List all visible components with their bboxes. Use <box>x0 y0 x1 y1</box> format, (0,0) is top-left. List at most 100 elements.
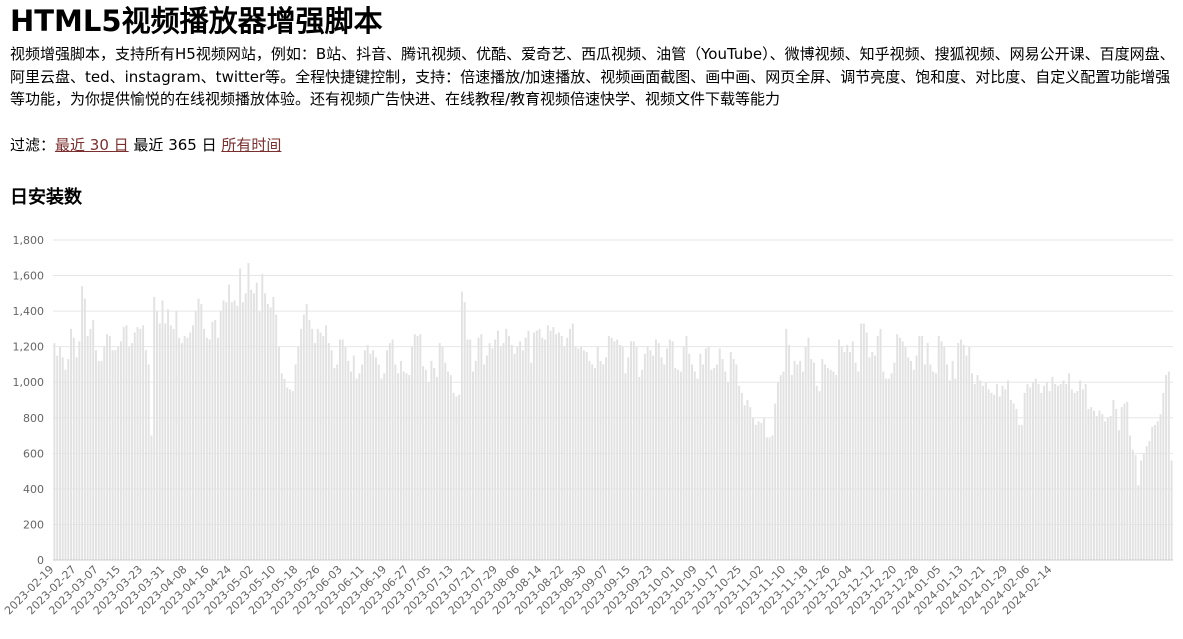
install-bar <box>180 343 183 560</box>
install-bar <box>344 346 347 560</box>
install-bar <box>1126 401 1129 560</box>
install-bar <box>314 343 316 560</box>
install-bar <box>169 325 172 560</box>
install-bar <box>172 328 175 560</box>
install-bar <box>533 332 535 560</box>
install-bar <box>369 353 372 560</box>
install-bar <box>793 360 796 560</box>
install-bar <box>605 357 608 560</box>
install-bar <box>743 405 746 560</box>
install-bar <box>951 360 954 560</box>
install-bar <box>253 293 255 560</box>
install-bar <box>480 334 483 560</box>
install-bar <box>142 325 145 560</box>
install-bar <box>1156 421 1159 560</box>
install-bar <box>244 293 247 560</box>
install-bar <box>64 369 67 560</box>
install-bar <box>538 328 541 560</box>
install-bar <box>987 389 990 560</box>
install-bar <box>338 339 341 560</box>
install-bar <box>1023 392 1026 560</box>
install-bar <box>788 344 791 560</box>
install-bar <box>380 378 383 560</box>
install-bar <box>896 334 899 560</box>
install-bar <box>790 375 793 560</box>
y-tick-label: 1,800 <box>13 234 45 247</box>
install-bar <box>799 360 802 560</box>
filter-all-time-link[interactable]: 所有时间 <box>221 136 282 154</box>
install-bar <box>552 327 555 560</box>
install-bar <box>53 343 56 560</box>
install-bar <box>302 314 305 560</box>
install-bar <box>411 346 413 560</box>
install-bar <box>136 327 139 560</box>
install-bar <box>189 332 192 560</box>
install-bar <box>261 273 264 560</box>
install-bar <box>455 396 458 560</box>
time-filter: 过滤：最近 30 日 最近 365 日 所有时间 <box>10 134 281 156</box>
install-bar <box>424 369 427 560</box>
install-bar <box>122 327 125 560</box>
install-bar <box>907 357 910 560</box>
install-bar <box>216 337 219 560</box>
filter-label: 过滤： <box>10 136 56 154</box>
install-bar <box>100 360 103 560</box>
install-bar <box>316 328 319 560</box>
script-description: 视频增强脚本，支持所有H5视频网站，例如：B站、抖音、腾讯视频、优酷、爱奇艺、西… <box>10 45 1175 108</box>
install-bar <box>70 328 72 560</box>
install-bar <box>876 336 879 560</box>
install-bar <box>943 346 946 560</box>
install-bar <box>214 320 217 560</box>
install-bar <box>399 360 402 560</box>
y-tick-label: 800 <box>23 412 44 425</box>
filter-last-365-days-current: 最近 365 日 <box>133 136 217 154</box>
install-bar <box>97 360 100 560</box>
install-bar <box>846 344 849 560</box>
install-bar <box>519 341 522 560</box>
install-bar <box>965 355 968 560</box>
install-bar <box>740 392 743 560</box>
install-bar <box>294 364 297 560</box>
install-bar <box>890 373 893 560</box>
install-bar <box>178 337 181 560</box>
install-bar <box>1131 449 1134 560</box>
y-tick-label: 1,600 <box>13 270 45 283</box>
install-bar <box>627 357 630 560</box>
install-bar <box>727 382 730 560</box>
y-tick-label: 600 <box>23 447 44 460</box>
install-bar <box>430 360 433 560</box>
install-bar <box>108 336 111 560</box>
install-bar <box>993 394 996 560</box>
install-bar <box>577 348 580 560</box>
filter-last-30-days-link[interactable]: 最近 30 日 <box>55 136 129 154</box>
install-bar <box>959 339 962 560</box>
install-bar <box>1093 410 1095 560</box>
install-bar <box>1068 373 1071 560</box>
install-bar <box>607 336 610 560</box>
install-bar <box>1140 460 1143 560</box>
y-tick-label: 1,000 <box>13 376 45 389</box>
install-bar <box>821 359 824 560</box>
install-bar <box>305 304 308 560</box>
install-bar <box>502 343 505 560</box>
install-bar <box>92 320 95 560</box>
install-bar <box>630 341 632 560</box>
install-bar <box>355 378 358 560</box>
install-bar <box>851 341 854 560</box>
install-bar <box>161 300 164 560</box>
install-bar <box>835 375 838 560</box>
install-bar <box>488 343 491 560</box>
install-bar <box>247 263 250 560</box>
install-bar <box>776 382 779 560</box>
install-bar <box>1048 391 1051 560</box>
install-bar <box>879 328 882 560</box>
install-bar <box>366 344 369 560</box>
install-bar <box>546 325 549 560</box>
install-bar <box>810 359 813 560</box>
install-bar <box>147 364 150 560</box>
install-bar <box>1015 408 1018 560</box>
install-bar <box>230 302 233 560</box>
install-bar <box>1073 392 1076 560</box>
install-bar <box>319 332 322 560</box>
install-bar <box>671 341 674 560</box>
